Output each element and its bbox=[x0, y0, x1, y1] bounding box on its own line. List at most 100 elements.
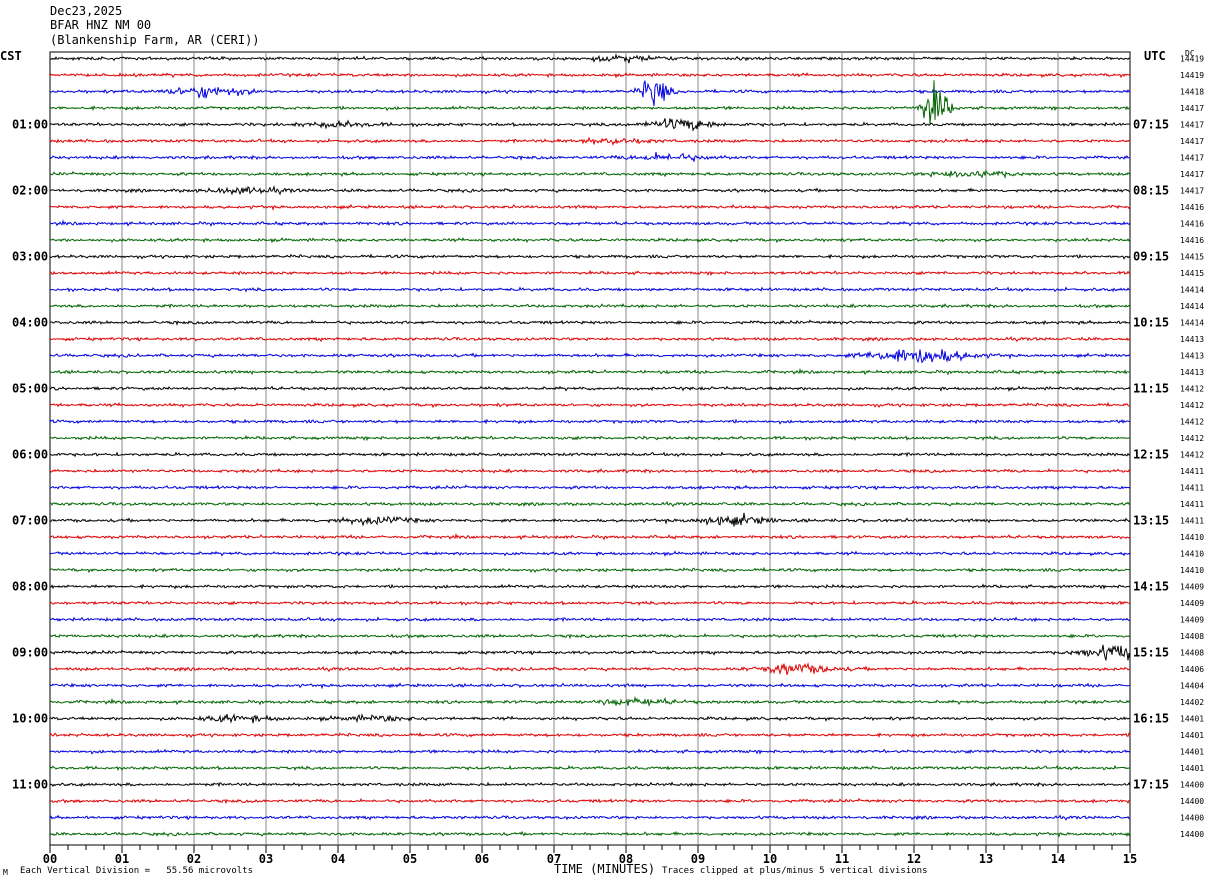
trace-line bbox=[49, 169, 1131, 179]
x-tick-label: 01 bbox=[115, 852, 129, 866]
cst-time-label: 02:00 bbox=[12, 184, 48, 198]
dc-value: 14410 bbox=[1180, 550, 1204, 559]
dc-value: 14417 bbox=[1180, 154, 1204, 163]
x-tick-label: 04 bbox=[331, 852, 345, 866]
minute-gridlines bbox=[49, 51, 1131, 846]
dc-value: 14401 bbox=[1180, 731, 1204, 740]
dc-value: 14419 bbox=[1180, 71, 1204, 80]
x-tick-label: 02 bbox=[187, 852, 201, 866]
dc-value: 14419 bbox=[1180, 55, 1204, 64]
x-tick-label: 03 bbox=[259, 852, 273, 866]
trace-line bbox=[49, 203, 1131, 211]
trace-line bbox=[49, 616, 1131, 623]
x-tick-label: 07 bbox=[547, 852, 561, 866]
trace-line bbox=[49, 117, 1131, 132]
trace-line bbox=[49, 418, 1131, 425]
x-tick-label: 13 bbox=[979, 852, 993, 866]
x-axis: 00 01 02 03 04 05 06 07 08 09 10 11 12 13 14 15 bbox=[43, 845, 1137, 866]
trace-line bbox=[49, 335, 1131, 343]
dc-value: 14411 bbox=[1180, 500, 1204, 509]
trace-line bbox=[49, 599, 1131, 607]
utc-time-label: 07:15 bbox=[1133, 118, 1169, 132]
dc-value: 14400 bbox=[1180, 830, 1204, 839]
dc-value: 14415 bbox=[1180, 253, 1204, 262]
trace-line bbox=[49, 269, 1131, 277]
dc-value: 14401 bbox=[1180, 764, 1204, 773]
utc-time-label: 08:15 bbox=[1133, 184, 1169, 198]
dc-value: 14409 bbox=[1180, 583, 1204, 592]
utc-time-label: 11:15 bbox=[1133, 382, 1169, 396]
utc-time-label: 13:15 bbox=[1133, 514, 1169, 528]
trace-line bbox=[49, 661, 1131, 675]
trace-line bbox=[49, 566, 1131, 574]
trace-line bbox=[49, 797, 1131, 805]
x-tick-label: 14 bbox=[1051, 852, 1065, 866]
cst-time-label: 01:00 bbox=[12, 118, 48, 132]
trace-line bbox=[49, 52, 1131, 64]
dc-value: 14414 bbox=[1180, 286, 1204, 295]
dc-value: 14400 bbox=[1180, 814, 1204, 823]
cst-time-label: 08:00 bbox=[12, 580, 48, 594]
dc-value: 14400 bbox=[1180, 797, 1204, 806]
cst-time-label: 05:00 bbox=[12, 382, 48, 396]
x-tick-label: 15 bbox=[1123, 852, 1137, 866]
trace-line bbox=[49, 236, 1131, 244]
dc-value: 14410 bbox=[1180, 566, 1204, 575]
left-timezone-label: CST bbox=[0, 49, 22, 63]
cst-time-label: 11:00 bbox=[12, 778, 48, 792]
right-timezone-label: UTC bbox=[1144, 49, 1166, 63]
dc-value: 14416 bbox=[1180, 236, 1204, 245]
dc-value: 14404 bbox=[1180, 682, 1204, 691]
trace-line bbox=[49, 682, 1131, 690]
cst-time-label: 10:00 bbox=[12, 712, 48, 726]
dc-value: 14414 bbox=[1180, 302, 1204, 311]
dc-value: 14413 bbox=[1180, 368, 1204, 377]
trace-line bbox=[49, 644, 1131, 661]
x-tick-label: 09 bbox=[691, 852, 705, 866]
x-tick-label: 05 bbox=[403, 852, 417, 866]
trace-line bbox=[49, 500, 1131, 508]
trace-line bbox=[49, 401, 1131, 409]
dc-value: 14412 bbox=[1180, 434, 1204, 443]
dc-value: 14414 bbox=[1180, 319, 1204, 328]
trace-line bbox=[49, 731, 1131, 739]
dc-value: 14413 bbox=[1180, 352, 1204, 361]
trace-line bbox=[49, 303, 1131, 309]
date-label: Dec23,2025 bbox=[50, 4, 123, 18]
dc-value: 14416 bbox=[1180, 220, 1204, 229]
trace-line bbox=[49, 695, 1131, 707]
dc-value: 14417 bbox=[1180, 187, 1204, 196]
trace-line bbox=[49, 253, 1131, 260]
cst-time-label: 06:00 bbox=[12, 448, 48, 462]
dc-value: 14402 bbox=[1180, 698, 1204, 707]
trace-line bbox=[49, 713, 1131, 724]
trace-line bbox=[49, 451, 1131, 458]
dc-value: 14408 bbox=[1180, 649, 1204, 658]
dc-value: 14401 bbox=[1180, 748, 1204, 757]
x-tick-label: 00 bbox=[43, 852, 57, 866]
trace-line bbox=[49, 434, 1131, 442]
trace-line bbox=[49, 80, 1131, 107]
station-label: BFAR HNZ NM 00 bbox=[50, 18, 152, 32]
utc-time-label: 17:15 bbox=[1133, 778, 1169, 792]
trace-line bbox=[49, 385, 1131, 392]
dc-value: 14400 bbox=[1180, 781, 1204, 790]
trace-line bbox=[49, 71, 1131, 79]
x-tick-label: 06 bbox=[475, 852, 489, 866]
trace-line bbox=[49, 764, 1131, 772]
trace-line bbox=[49, 632, 1131, 640]
utc-time-label: 15:15 bbox=[1133, 646, 1169, 660]
dc-value: 14411 bbox=[1180, 484, 1204, 493]
trace-line bbox=[49, 814, 1131, 821]
trace-line bbox=[49, 219, 1131, 227]
trace-line bbox=[49, 152, 1131, 162]
trace-line bbox=[49, 185, 1131, 196]
dc-value: 14411 bbox=[1180, 467, 1204, 476]
x-tick-label: 08 bbox=[619, 852, 633, 866]
trace-line bbox=[49, 830, 1131, 838]
trace-line bbox=[49, 484, 1131, 491]
dc-value: 14417 bbox=[1180, 104, 1204, 113]
utc-time-label: 10:15 bbox=[1133, 316, 1169, 330]
location-label: (Blankenship Farm, AR (CERI)) bbox=[50, 33, 260, 47]
